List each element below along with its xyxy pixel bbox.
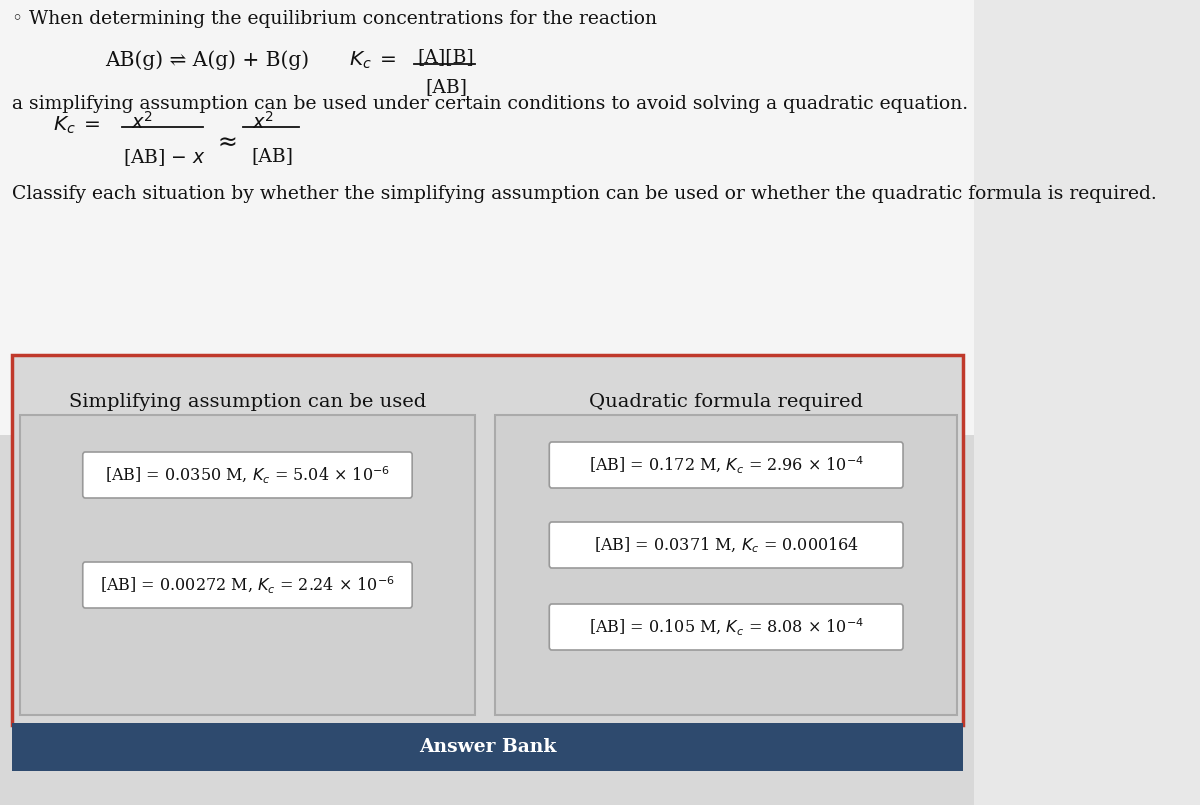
Text: a simplifying assumption can be used under certain conditions to avoid solving a: a simplifying assumption can be used und… bbox=[12, 95, 968, 113]
Text: [A][B]: [A][B] bbox=[418, 48, 474, 66]
FancyBboxPatch shape bbox=[83, 452, 412, 498]
Text: [AB]: [AB] bbox=[252, 147, 294, 165]
Text: Simplifying assumption can be used: Simplifying assumption can be used bbox=[68, 393, 426, 411]
FancyBboxPatch shape bbox=[494, 415, 958, 715]
Text: [AB] = 0.0371 M, $K_c$ = 0.000164: [AB] = 0.0371 M, $K_c$ = 0.000164 bbox=[594, 535, 859, 555]
FancyBboxPatch shape bbox=[550, 522, 904, 568]
FancyBboxPatch shape bbox=[20, 415, 475, 715]
Text: $\approx$: $\approx$ bbox=[212, 130, 236, 153]
Text: Quadratic formula required: Quadratic formula required bbox=[589, 393, 863, 411]
FancyBboxPatch shape bbox=[12, 723, 964, 771]
Text: Classify each situation by whether the simplifying assumption can be used or whe: Classify each situation by whether the s… bbox=[12, 185, 1157, 203]
Text: $K_c\;=$: $K_c\;=$ bbox=[53, 115, 101, 136]
Text: Answer Bank: Answer Bank bbox=[419, 738, 557, 756]
Text: [AB] = 0.172 M, $K_c$ = 2.96 × 10$^{-4}$: [AB] = 0.172 M, $K_c$ = 2.96 × 10$^{-4}$ bbox=[589, 455, 864, 476]
FancyBboxPatch shape bbox=[550, 604, 904, 650]
FancyBboxPatch shape bbox=[550, 442, 904, 488]
Text: [AB] $-$ $x$: [AB] $-$ $x$ bbox=[124, 147, 206, 168]
Text: AB(g) ⇌ A(g) + B(g): AB(g) ⇌ A(g) + B(g) bbox=[106, 50, 310, 70]
Text: [AB] = 0.00272 M, $K_c$ = 2.24 × 10$^{-6}$: [AB] = 0.00272 M, $K_c$ = 2.24 × 10$^{-6… bbox=[100, 575, 395, 596]
Text: [AB] = 0.0350 M, $K_c$ = 5.04 × 10$^{-6}$: [AB] = 0.0350 M, $K_c$ = 5.04 × 10$^{-6}… bbox=[104, 464, 390, 485]
Text: [AB]: [AB] bbox=[425, 78, 467, 96]
FancyBboxPatch shape bbox=[0, 0, 973, 435]
FancyBboxPatch shape bbox=[12, 355, 964, 725]
Text: $x^2$: $x^2$ bbox=[252, 111, 274, 133]
FancyBboxPatch shape bbox=[83, 562, 412, 608]
Text: [AB] = 0.105 M, $K_c$ = 8.08 × 10$^{-4}$: [AB] = 0.105 M, $K_c$ = 8.08 × 10$^{-4}$ bbox=[589, 617, 864, 638]
FancyBboxPatch shape bbox=[0, 435, 973, 805]
Text: $K_c\;=$: $K_c\;=$ bbox=[349, 50, 396, 72]
Text: ◦ When determining the equilibrium concentrations for the reaction: ◦ When determining the equilibrium conce… bbox=[12, 10, 658, 28]
Text: $x^2$: $x^2$ bbox=[132, 111, 154, 133]
